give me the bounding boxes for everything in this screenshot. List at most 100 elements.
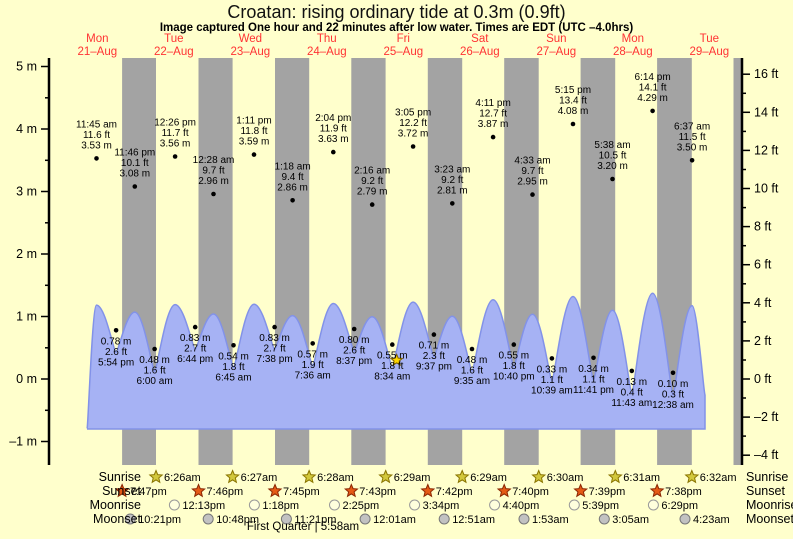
high-tide-annotation: 3:23 am9.2 ft2.81 m <box>434 164 470 206</box>
tide-dot <box>192 324 198 330</box>
low-tide-time: 8:34 am <box>374 372 410 383</box>
high-tide-annotation: 4:33 am9.7 ft2.95 m <box>514 156 551 197</box>
high-tide-time: 1:18 am <box>275 161 311 172</box>
low-tide-annotation: 0.48 m1.6 ft9:35 am <box>454 346 490 387</box>
high-tide-feet: 9.7 ft <box>202 166 224 177</box>
high-tide-meters: 3.20 m <box>597 161 628 172</box>
tide-dot <box>410 144 416 149</box>
high-tide-time: 11:45 am <box>76 119 117 130</box>
sunset-time: 7:43pm <box>359 486 396 498</box>
high-tide-feet: 9.7 ft <box>521 166 543 177</box>
high-tide-feet: 13.4 ft <box>559 96 587 107</box>
moonrise-time: 3:34pm <box>423 500 460 512</box>
high-tide-annotation: 1:18 am9.4 ft2.86 m <box>275 161 311 203</box>
low-tide-meters: 0.10 m <box>658 379 689 390</box>
high-tide-time: 12:28 am <box>193 155 235 166</box>
day-header-dow: Tue <box>700 33 719 45</box>
high-tide-annotation: 12:28 am9.7 ft2.96 m <box>193 155 235 197</box>
moonset-time: 10:48pm <box>216 514 259 526</box>
sunrise-time: 6:32am <box>700 472 737 484</box>
sunrise-time: 6:28am <box>317 472 354 484</box>
low-tide-time: 11:41 pm <box>573 385 614 396</box>
low-tide-meters: 0.83 m <box>259 333 290 344</box>
high-tide-meters: 3.87 m <box>478 119 509 130</box>
sunrise-row-label-left: Sunrise <box>98 470 141 484</box>
low-tide-meters: 0.13 m <box>617 377 648 388</box>
left-axis-tick-label: –1 m <box>9 435 37 449</box>
moon-phase-label: First Quarter | 5:58am <box>246 521 360 533</box>
day-header-date: 23–Aug <box>230 46 270 58</box>
day-header-dow: Thu <box>317 33 337 45</box>
left-axis-tick-label: 1 m <box>16 310 37 324</box>
moonrise-time: 12:13pm <box>182 500 225 512</box>
right-axis-tick-label: 4 ft <box>754 296 772 310</box>
low-tide-feet: 1.8 ft <box>381 361 403 372</box>
moonrise-time: 6:29pm <box>661 500 698 512</box>
moonrise-time: 1:18pm <box>262 500 299 512</box>
low-tide-meters: 0.78 m <box>101 336 132 347</box>
tide-dot <box>132 184 138 189</box>
high-tide-meters: 2.81 m <box>437 185 468 196</box>
right-axis-tick-label: –4 ft <box>754 448 779 462</box>
sunrise-time: 6:31am <box>623 472 660 484</box>
current-tide-marker <box>389 352 404 367</box>
day-header-dow: Fri <box>397 33 410 45</box>
day-header-dow: Wed <box>239 33 262 45</box>
moonset-time: 4:23am <box>693 514 730 526</box>
sunrise-time: 6:29am <box>394 472 431 484</box>
tide-dot <box>511 342 517 347</box>
low-tide-feet: 1.8 ft <box>222 362 244 373</box>
tide-dot <box>272 324 277 330</box>
high-tide-feet: 14.1 ft <box>639 82 667 93</box>
moonset-time: 1:53am <box>532 514 569 526</box>
right-axis-tick-label: 14 ft <box>754 105 779 119</box>
high-tide-feet: 9.2 ft <box>361 176 383 187</box>
tide-dot <box>650 108 655 114</box>
moonset-icon <box>280 513 292 525</box>
high-tide-time: 2:16 am <box>354 166 390 177</box>
day-header-date: 22–Aug <box>154 46 194 58</box>
sunset-icon <box>114 483 130 498</box>
sunset-icon <box>343 483 359 498</box>
high-tide-time: 6:14 pm <box>635 72 671 83</box>
tide-dot <box>570 121 576 127</box>
right-axis-tick-label: 0 ft <box>754 372 772 386</box>
high-tide-time: 3:23 am <box>434 164 470 175</box>
low-tide-time: 7:38 pm <box>257 354 293 365</box>
moonrise-time: 4:40pm <box>503 500 540 512</box>
moonset-time: 3:05am <box>612 514 649 526</box>
tide-dot <box>152 346 157 352</box>
low-tide-time: 6:44 pm <box>177 354 213 365</box>
moonrise-time: 2:25pm <box>343 500 380 512</box>
sunset-icon <box>649 483 665 498</box>
tide-dot <box>431 332 437 337</box>
low-tide-annotation: 0.71 m2.3 ft9:37 pm <box>416 332 452 373</box>
tide-dot <box>390 342 395 347</box>
right-axis-tick-label: 10 ft <box>754 182 779 196</box>
tide-dot <box>670 370 676 376</box>
day-header-dow: Tue <box>164 33 183 45</box>
sunset-icon <box>573 483 589 498</box>
low-tide-annotation: 0.80 m2.6 ft8:37 pm <box>336 326 372 367</box>
sunrise-row-label-right: Sunrise <box>746 470 789 484</box>
high-tide-feet: 9.4 ft <box>281 172 303 183</box>
high-tide-time: 12:26 pm <box>154 118 196 129</box>
right-axis-tick-label: 16 ft <box>754 67 779 81</box>
low-tide-feet: 1.6 ft <box>461 366 483 377</box>
high-tide-feet: 9.2 ft <box>441 175 463 186</box>
day-header-dow: Mon <box>86 33 108 45</box>
low-tide-meters: 0.57 m <box>297 349 328 360</box>
low-tide-feet: 1.1 ft <box>541 375 563 386</box>
left-axis-tick-label: 2 m <box>16 247 37 261</box>
tide-dot <box>530 192 535 197</box>
low-tide-meters: 0.80 m <box>339 335 370 346</box>
tide-dot <box>591 355 596 361</box>
tide-dot <box>251 152 257 157</box>
low-tide-meters: 0.34 m <box>578 364 609 375</box>
moonset-time: 10:21pm <box>138 514 181 526</box>
high-tide-meters: 3.50 m <box>677 142 708 153</box>
high-tide-meters: 4.08 m <box>558 106 589 117</box>
